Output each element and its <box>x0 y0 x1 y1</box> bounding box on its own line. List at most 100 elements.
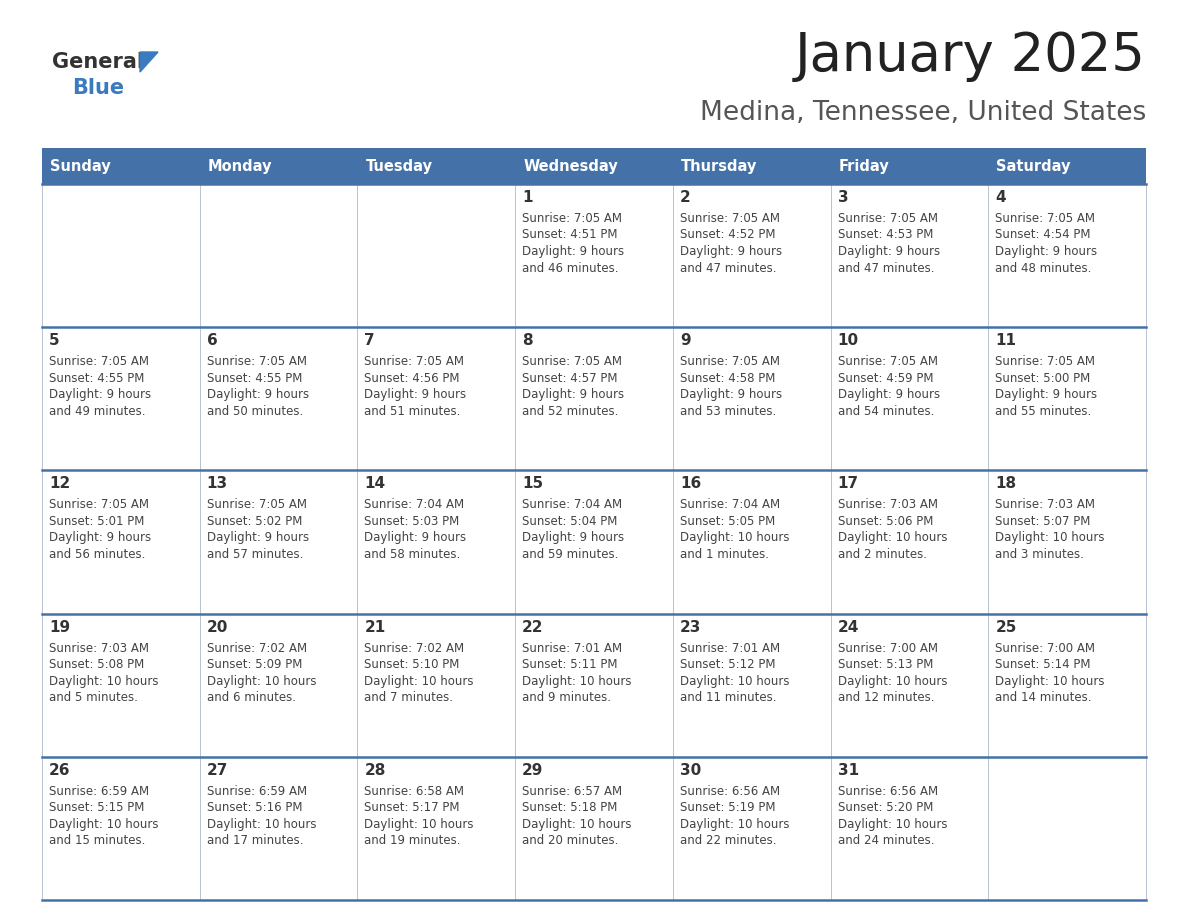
Text: Sunrise: 7:01 AM: Sunrise: 7:01 AM <box>680 642 781 655</box>
Text: Daylight: 9 hours: Daylight: 9 hours <box>996 245 1098 258</box>
Text: 23: 23 <box>680 620 701 634</box>
Text: Sunrise: 7:05 AM: Sunrise: 7:05 AM <box>49 498 148 511</box>
Text: and 57 minutes.: and 57 minutes. <box>207 548 303 561</box>
Text: Sunset: 5:10 PM: Sunset: 5:10 PM <box>365 658 460 671</box>
Text: Daylight: 9 hours: Daylight: 9 hours <box>838 245 940 258</box>
Text: 24: 24 <box>838 620 859 634</box>
Text: and 53 minutes.: and 53 minutes. <box>680 405 776 418</box>
Text: and 47 minutes.: and 47 minutes. <box>838 262 934 274</box>
Text: Sunrise: 7:05 AM: Sunrise: 7:05 AM <box>996 212 1095 225</box>
Text: Sunrise: 6:57 AM: Sunrise: 6:57 AM <box>523 785 623 798</box>
Text: Sunrise: 7:03 AM: Sunrise: 7:03 AM <box>838 498 937 511</box>
Text: Sunrise: 7:05 AM: Sunrise: 7:05 AM <box>838 212 937 225</box>
Text: 10: 10 <box>838 333 859 348</box>
Text: Sunrise: 7:05 AM: Sunrise: 7:05 AM <box>680 212 779 225</box>
Text: Daylight: 10 hours: Daylight: 10 hours <box>838 532 947 544</box>
Text: and 7 minutes.: and 7 minutes. <box>365 691 454 704</box>
Text: 31: 31 <box>838 763 859 778</box>
Text: and 52 minutes.: and 52 minutes. <box>523 405 619 418</box>
Text: and 47 minutes.: and 47 minutes. <box>680 262 776 274</box>
Text: Sunrise: 6:56 AM: Sunrise: 6:56 AM <box>680 785 781 798</box>
Text: Sunset: 4:57 PM: Sunset: 4:57 PM <box>523 372 618 385</box>
Text: 6: 6 <box>207 333 217 348</box>
Text: 27: 27 <box>207 763 228 778</box>
Bar <box>42 184 1146 327</box>
Text: 21: 21 <box>365 620 386 634</box>
Text: Sunset: 5:16 PM: Sunset: 5:16 PM <box>207 801 302 814</box>
Text: and 56 minutes.: and 56 minutes. <box>49 548 145 561</box>
Text: Sunrise: 7:00 AM: Sunrise: 7:00 AM <box>838 642 937 655</box>
Text: 22: 22 <box>523 620 544 634</box>
Text: Sunset: 5:03 PM: Sunset: 5:03 PM <box>365 515 460 528</box>
Text: Sunrise: 7:03 AM: Sunrise: 7:03 AM <box>996 498 1095 511</box>
Text: Daylight: 10 hours: Daylight: 10 hours <box>365 675 474 688</box>
Text: and 51 minutes.: and 51 minutes. <box>365 405 461 418</box>
Text: and 9 minutes.: and 9 minutes. <box>523 691 611 704</box>
Text: Medina, Tennessee, United States: Medina, Tennessee, United States <box>700 100 1146 126</box>
Text: Sunset: 5:14 PM: Sunset: 5:14 PM <box>996 658 1091 671</box>
Text: Sunrise: 6:56 AM: Sunrise: 6:56 AM <box>838 785 937 798</box>
Text: Daylight: 10 hours: Daylight: 10 hours <box>838 675 947 688</box>
Text: Sunset: 5:04 PM: Sunset: 5:04 PM <box>523 515 618 528</box>
Text: Sunrise: 7:04 AM: Sunrise: 7:04 AM <box>523 498 623 511</box>
Text: Sunset: 5:05 PM: Sunset: 5:05 PM <box>680 515 775 528</box>
Text: and 17 minutes.: and 17 minutes. <box>207 834 303 847</box>
Text: 5: 5 <box>49 333 59 348</box>
Text: Sunset: 5:12 PM: Sunset: 5:12 PM <box>680 658 776 671</box>
Text: Sunset: 4:53 PM: Sunset: 4:53 PM <box>838 229 933 241</box>
Text: and 19 minutes.: and 19 minutes. <box>365 834 461 847</box>
Text: January 2025: January 2025 <box>795 30 1146 82</box>
Text: Thursday: Thursday <box>681 159 757 174</box>
Text: Sunrise: 7:05 AM: Sunrise: 7:05 AM <box>680 355 779 368</box>
Text: and 54 minutes.: and 54 minutes. <box>838 405 934 418</box>
Text: 20: 20 <box>207 620 228 634</box>
Text: Sunrise: 7:05 AM: Sunrise: 7:05 AM <box>207 498 307 511</box>
Bar <box>42 613 1146 756</box>
Bar <box>42 470 1146 613</box>
Text: Sunset: 5:18 PM: Sunset: 5:18 PM <box>523 801 618 814</box>
Text: Daylight: 9 hours: Daylight: 9 hours <box>838 388 940 401</box>
Text: Sunset: 4:56 PM: Sunset: 4:56 PM <box>365 372 460 385</box>
Text: 14: 14 <box>365 476 386 491</box>
Text: Sunrise: 6:59 AM: Sunrise: 6:59 AM <box>49 785 150 798</box>
Text: Sunset: 4:51 PM: Sunset: 4:51 PM <box>523 229 618 241</box>
Text: Daylight: 9 hours: Daylight: 9 hours <box>365 388 467 401</box>
Text: Daylight: 9 hours: Daylight: 9 hours <box>680 245 782 258</box>
Text: Friday: Friday <box>839 159 890 174</box>
Text: Daylight: 10 hours: Daylight: 10 hours <box>680 818 789 831</box>
Text: Daylight: 10 hours: Daylight: 10 hours <box>838 818 947 831</box>
Text: Sunset: 5:08 PM: Sunset: 5:08 PM <box>49 658 144 671</box>
Text: Sunrise: 7:02 AM: Sunrise: 7:02 AM <box>207 642 307 655</box>
Text: Daylight: 10 hours: Daylight: 10 hours <box>680 532 789 544</box>
Text: and 58 minutes.: and 58 minutes. <box>365 548 461 561</box>
Text: Sunset: 5:01 PM: Sunset: 5:01 PM <box>49 515 145 528</box>
Text: and 46 minutes.: and 46 minutes. <box>523 262 619 274</box>
Text: Daylight: 10 hours: Daylight: 10 hours <box>996 532 1105 544</box>
Text: Sunset: 5:15 PM: Sunset: 5:15 PM <box>49 801 145 814</box>
Text: Sunset: 5:13 PM: Sunset: 5:13 PM <box>838 658 933 671</box>
Text: Sunrise: 7:05 AM: Sunrise: 7:05 AM <box>996 355 1095 368</box>
Text: Daylight: 10 hours: Daylight: 10 hours <box>207 818 316 831</box>
Text: Sunset: 4:58 PM: Sunset: 4:58 PM <box>680 372 776 385</box>
Text: 29: 29 <box>523 763 544 778</box>
Text: Daylight: 9 hours: Daylight: 9 hours <box>680 388 782 401</box>
Text: Sunset: 4:54 PM: Sunset: 4:54 PM <box>996 229 1091 241</box>
Text: Blue: Blue <box>72 78 124 98</box>
Text: and 22 minutes.: and 22 minutes. <box>680 834 776 847</box>
Text: and 5 minutes.: and 5 minutes. <box>49 691 138 704</box>
Text: Sunset: 5:00 PM: Sunset: 5:00 PM <box>996 372 1091 385</box>
Text: 18: 18 <box>996 476 1017 491</box>
Text: 26: 26 <box>49 763 70 778</box>
Text: 9: 9 <box>680 333 690 348</box>
Text: 15: 15 <box>523 476 543 491</box>
Text: Daylight: 10 hours: Daylight: 10 hours <box>523 675 632 688</box>
Text: 17: 17 <box>838 476 859 491</box>
Text: Sunrise: 7:01 AM: Sunrise: 7:01 AM <box>523 642 623 655</box>
Text: 3: 3 <box>838 190 848 205</box>
Text: Sunrise: 7:03 AM: Sunrise: 7:03 AM <box>49 642 148 655</box>
Text: Daylight: 9 hours: Daylight: 9 hours <box>365 532 467 544</box>
Text: and 1 minutes.: and 1 minutes. <box>680 548 769 561</box>
Text: Sunday: Sunday <box>50 159 110 174</box>
Text: Saturday: Saturday <box>997 159 1070 174</box>
Text: and 14 minutes.: and 14 minutes. <box>996 691 1092 704</box>
